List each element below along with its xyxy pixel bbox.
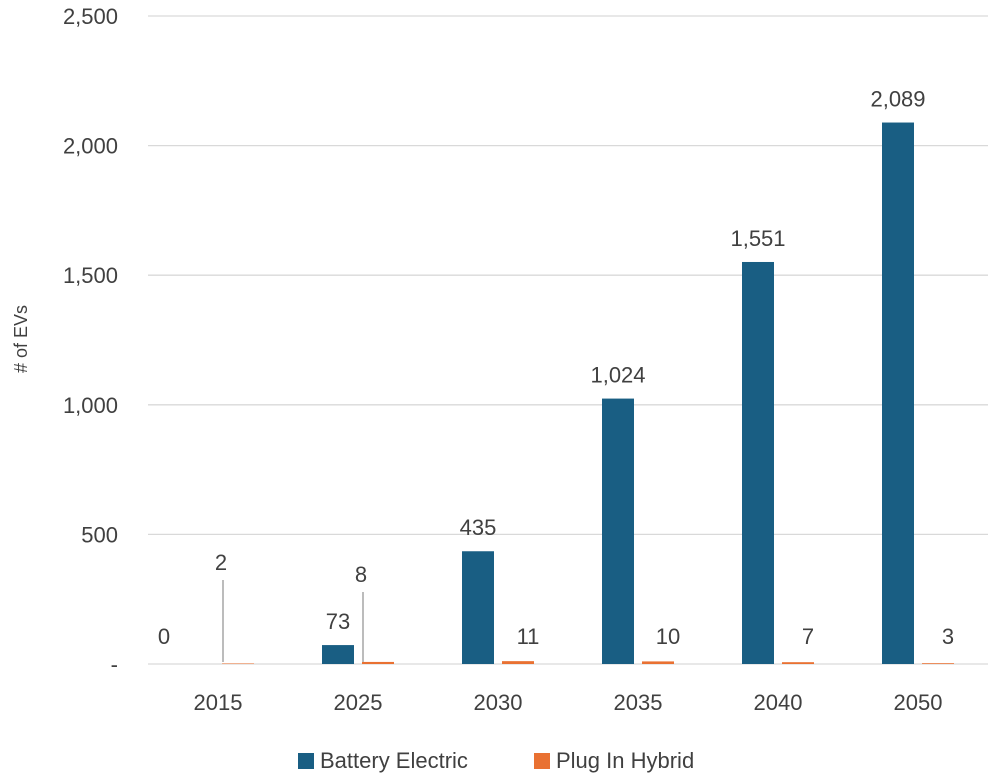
- bar-plug-in-hybrid: [922, 663, 954, 664]
- x-category-label: 2030: [474, 690, 523, 715]
- data-labels: 0 2 738 435 11 1,024 10 1,551 7 2,089 3: [158, 87, 954, 649]
- data-label-plug-in-hybrid: 10: [656, 624, 680, 649]
- y-tick-label: 2,500: [63, 4, 118, 29]
- bar-battery-electric: [742, 261, 774, 664]
- x-axis-categories: 2015 2025 2030 2035 2040 2050: [194, 690, 943, 715]
- y-tick-label: 1,500: [63, 263, 118, 288]
- x-category-label: 2040: [754, 690, 803, 715]
- bar-plug-in-hybrid: [502, 661, 534, 664]
- bar-battery-electric: [602, 398, 634, 664]
- bars: [222, 122, 954, 665]
- data-label-battery-electric: 435: [460, 515, 497, 540]
- bar-battery-electric: [882, 122, 914, 665]
- gridlines: [148, 15, 988, 665]
- data-label-plug-in-hybrid: 2: [215, 550, 227, 575]
- x-category-label: 2025: [334, 690, 383, 715]
- y-axis-label: # of EVs: [11, 305, 31, 373]
- bar-battery-electric: [322, 645, 354, 664]
- x-category-label: 2050: [894, 690, 943, 715]
- y-tick-label: 2,000: [63, 134, 118, 159]
- legend: Battery Electric Plug In Hybrid: [298, 748, 694, 773]
- y-tick-label: 1,000: [63, 393, 118, 418]
- legend-swatch: [534, 753, 550, 769]
- data-label-plug-in-hybrid: 7: [802, 624, 814, 649]
- legend-swatch: [298, 753, 314, 769]
- data-label-plug-in-hybrid: 11: [517, 624, 540, 649]
- data-label-battery-electric: 1,024: [590, 363, 645, 388]
- data-label-battery-electric: 0: [158, 624, 170, 649]
- data-label-battery-electric: 73: [326, 609, 350, 634]
- y-axis-ticks: - 500 1,000 1,500 2,000 2,500: [63, 4, 118, 677]
- data-label-battery-electric: 1,551: [730, 226, 785, 251]
- legend-label: Plug In Hybrid: [556, 748, 694, 773]
- y-tick-label: -: [111, 652, 118, 677]
- data-label-plug-in-hybrid: 3: [942, 624, 954, 649]
- bar-plug-in-hybrid: [222, 663, 254, 664]
- x-category-label: 2035: [614, 690, 663, 715]
- y-tick-label: 500: [81, 522, 118, 547]
- x-category-label: 2015: [194, 690, 243, 715]
- legend-label: Battery Electric: [320, 748, 468, 773]
- bar-plug-in-hybrid: [362, 661, 394, 664]
- bar-plug-in-hybrid: [642, 661, 674, 664]
- leader-lines: [222, 580, 364, 662]
- bar-plug-in-hybrid: [782, 662, 814, 664]
- data-label-plug-in-hybrid: 8: [355, 562, 367, 587]
- data-label-battery-electric: 2,089: [870, 87, 925, 112]
- bar-battery-electric: [462, 551, 494, 664]
